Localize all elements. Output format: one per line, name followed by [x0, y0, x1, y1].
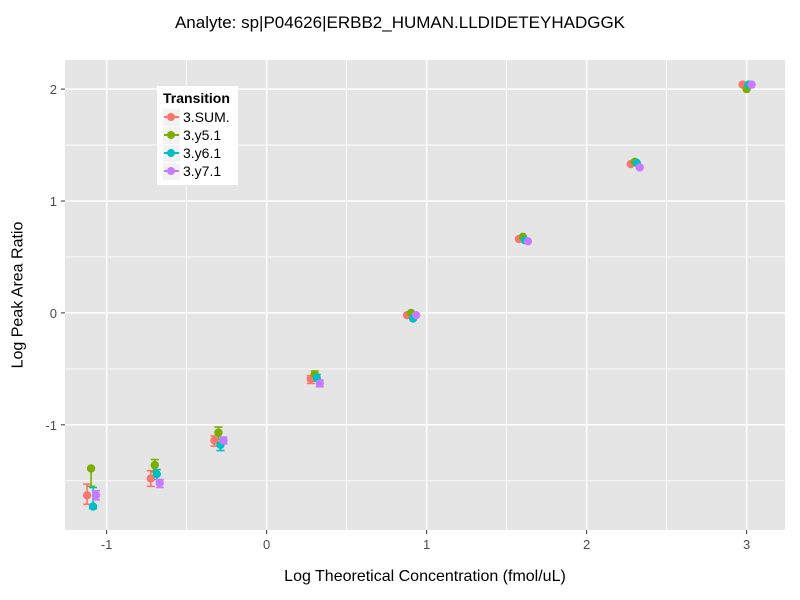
legend-key-dot — [167, 112, 175, 121]
legend-entries: 3.SUM. 3.y5.1 3.y6.1 3.y7.1 — [163, 108, 230, 180]
data-point — [635, 163, 644, 172]
x-tick-label: 0 — [262, 537, 271, 552]
y-tick-label: 1 — [49, 194, 57, 209]
data-point — [411, 310, 421, 320]
legend-key-dot — [167, 130, 175, 139]
legend-item: 3.SUM. — [163, 108, 230, 126]
y-tick-label: 0 — [49, 305, 57, 321]
x-axis-label: Log Theoretical Concentration (fmol/uL) — [284, 568, 566, 585]
legend-key-swatch — [163, 162, 180, 180]
data-point — [146, 474, 155, 483]
legend-key-dot — [167, 166, 175, 175]
data-point — [219, 436, 228, 445]
x-tick-label: 3 — [742, 537, 751, 552]
legend-item: 3.y5.1 — [163, 126, 230, 144]
data-point — [210, 436, 219, 445]
legend-key-dot — [167, 148, 175, 157]
data-point — [523, 237, 533, 246]
legend-key-swatch — [163, 126, 180, 144]
legend-item-label: 3.SUM. — [183, 109, 230, 125]
data-point — [91, 491, 101, 500]
data-point — [214, 428, 223, 437]
x-tick-label: -1 — [100, 537, 113, 552]
y-axis-label: Log Peak Area Ratio — [9, 221, 27, 369]
legend-item-label: 3.y6.1 — [183, 145, 222, 161]
y-tick-label: -1 — [45, 417, 57, 433]
data-point — [315, 379, 324, 388]
legend-item-label: 3.y5.1 — [183, 127, 222, 143]
data-point — [88, 502, 98, 511]
legend-item: 3.y6.1 — [163, 144, 230, 162]
y-tick-label: 2 — [49, 82, 57, 98]
plot-title: Analyte: sp|P04626|ERBB2_HUMAN.LLDIDETEY… — [174, 13, 626, 32]
data-point — [150, 460, 159, 470]
legend-item-label: 3.y7.1 — [183, 163, 222, 179]
legend-title: Transition — [163, 90, 230, 106]
data-point — [86, 464, 96, 473]
data-point — [82, 491, 92, 500]
data-point — [155, 478, 164, 488]
legend-key-swatch — [163, 144, 180, 162]
data-point — [747, 80, 756, 89]
x-tick-label: 2 — [582, 537, 591, 552]
legend: Transition 3.SUM. 3.y5.1 3.y6.1 3.y7.1 — [157, 86, 238, 185]
data-point — [152, 469, 161, 479]
legend-key-swatch — [163, 108, 180, 126]
legend-item: 3.y7.1 — [163, 162, 230, 180]
x-tick-label: 1 — [422, 537, 431, 552]
y-axis-label-wrap: Log Peak Area Ratio — [2, 60, 34, 530]
